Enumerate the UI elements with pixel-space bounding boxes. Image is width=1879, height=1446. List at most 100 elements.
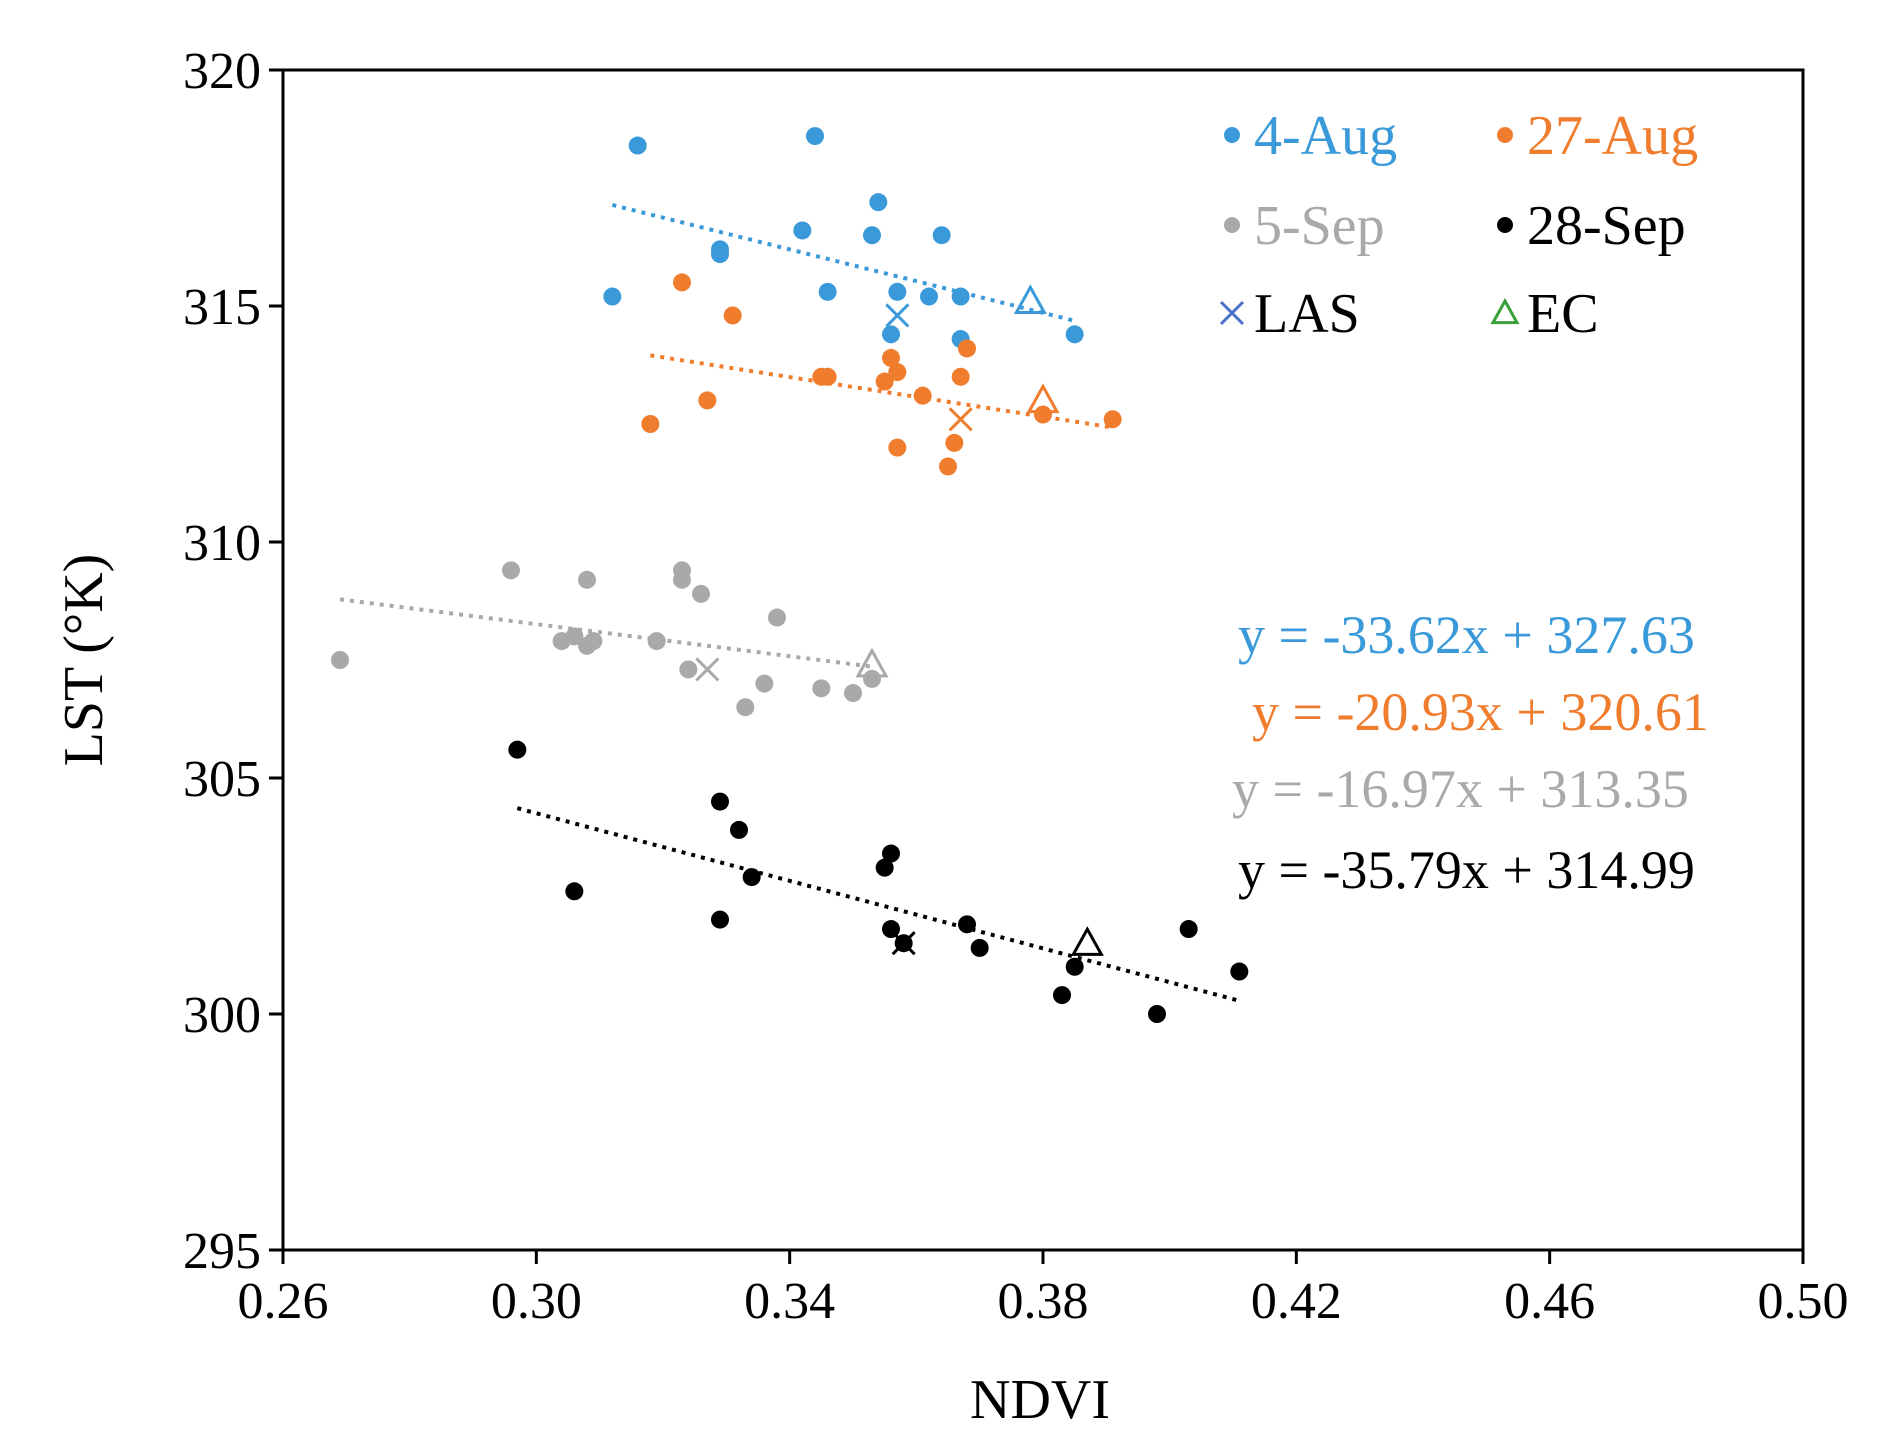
point-27-Aug bbox=[913, 386, 932, 405]
point-27-Aug bbox=[951, 367, 970, 386]
trendline-4-Aug bbox=[611, 203, 1076, 323]
point-4-Aug bbox=[793, 221, 812, 240]
y-axis-title: LST (°K) bbox=[53, 554, 115, 767]
x-tick-label: 0.42 bbox=[1251, 1273, 1342, 1330]
point-28-Sep bbox=[1065, 957, 1084, 976]
equation-label: y = -35.79x + 314.99 bbox=[1238, 840, 1695, 900]
legend-marker-4-Aug bbox=[1224, 127, 1240, 143]
ec-marker-28-Sep bbox=[1070, 926, 1104, 956]
point-28-Sep bbox=[730, 820, 748, 839]
x-axis-title: NDVI bbox=[970, 1369, 1110, 1431]
ec-marker-4-Aug bbox=[1013, 284, 1047, 314]
y-tick-label: 320 bbox=[183, 43, 261, 100]
point-27-Aug bbox=[888, 438, 907, 457]
point-27-Aug bbox=[882, 348, 900, 367]
y-axis: 295 300 305 310 315 320 bbox=[183, 43, 283, 1280]
point-28-Sep bbox=[711, 910, 729, 929]
trendline-5-Sep bbox=[339, 597, 873, 669]
point-5-Sep bbox=[692, 584, 710, 603]
point-28-Sep bbox=[1053, 986, 1071, 1005]
point-28-Sep bbox=[1148, 1005, 1166, 1023]
x-axis: 0.26 0.30 0.34 0.38 0.42 0.46 0.50 bbox=[238, 1250, 1849, 1330]
point-28-Sep bbox=[882, 844, 900, 863]
point-28-Sep bbox=[958, 915, 976, 934]
legend-label: 4-Aug bbox=[1254, 105, 1397, 167]
point-5-Sep bbox=[502, 561, 520, 580]
point-5-Sep bbox=[736, 698, 755, 717]
point-27-Aug bbox=[939, 457, 957, 476]
legend-label: EC bbox=[1527, 283, 1599, 345]
point-5-Sep bbox=[768, 608, 786, 627]
point-4-Aug bbox=[711, 245, 729, 264]
las-marker-5-Sep bbox=[695, 657, 720, 682]
las-marker-27-Aug bbox=[948, 407, 973, 432]
point-4-Aug bbox=[951, 287, 970, 306]
point-4-Aug bbox=[882, 325, 900, 344]
point-5-Sep bbox=[578, 570, 596, 589]
point-28-Sep bbox=[565, 882, 584, 901]
legend-marker-28-Sep bbox=[1497, 217, 1513, 233]
x-tick-label: 0.38 bbox=[998, 1273, 1089, 1330]
trend-equations: y = -33.62x + 327.63 y = -20.93x + 320.61… bbox=[1232, 605, 1709, 900]
x-tick-label: 0.30 bbox=[491, 1273, 582, 1330]
x-tick-label: 0.26 bbox=[238, 1273, 329, 1330]
point-4-Aug bbox=[888, 282, 907, 301]
point-27-Aug bbox=[818, 367, 837, 386]
point-4-Aug bbox=[920, 287, 938, 306]
point-4-Aug bbox=[863, 226, 881, 245]
point-28-Sep bbox=[1179, 920, 1198, 939]
point-27-Aug bbox=[945, 433, 964, 452]
point-27-Aug bbox=[673, 273, 691, 292]
las-marker-4-Aug bbox=[885, 303, 910, 328]
point-5-Sep bbox=[755, 674, 774, 693]
equation-label: y = -33.62x + 327.63 bbox=[1238, 605, 1695, 665]
point-28-Sep bbox=[711, 792, 729, 811]
y-tick-label: 295 bbox=[183, 1223, 261, 1280]
point-27-Aug bbox=[1103, 410, 1122, 429]
trendlines bbox=[339, 203, 1240, 1003]
point-28-Sep bbox=[1230, 962, 1249, 981]
point-27-Aug bbox=[723, 306, 742, 325]
point-5-Sep bbox=[331, 651, 349, 669]
point-27-Aug bbox=[888, 363, 907, 382]
legend-marker-LAS bbox=[1219, 300, 1245, 326]
x-tick-label: 0.46 bbox=[1504, 1273, 1595, 1330]
point-27-Aug bbox=[875, 372, 894, 391]
point-5-Sep bbox=[812, 679, 831, 698]
las-marker-28-Sep bbox=[891, 931, 916, 956]
point-27-Aug bbox=[1034, 405, 1052, 424]
point-5-Sep bbox=[863, 669, 881, 688]
point-5-Sep bbox=[565, 627, 584, 646]
ec-marker-5-Sep bbox=[855, 647, 889, 678]
point-5-Sep bbox=[673, 570, 691, 589]
trendline-27-Aug bbox=[650, 353, 1113, 430]
point-28-Sep bbox=[742, 868, 761, 887]
point-28-Sep bbox=[875, 858, 894, 877]
x-tick-label: 0.34 bbox=[744, 1273, 835, 1330]
point-4-Aug bbox=[603, 287, 622, 306]
legend-label: 5-Sep bbox=[1254, 195, 1385, 257]
legend-label: 27-Aug bbox=[1527, 105, 1698, 167]
point-5-Sep bbox=[844, 684, 862, 703]
point-27-Aug bbox=[641, 415, 660, 433]
data-points bbox=[331, 127, 1249, 1023]
point-28-Sep bbox=[508, 740, 527, 759]
trendline-28-Sep bbox=[516, 806, 1240, 1003]
point-4-Aug bbox=[932, 226, 951, 245]
point-5-Sep bbox=[647, 632, 666, 651]
point-28-Sep bbox=[970, 938, 989, 957]
point-4-Aug bbox=[1065, 325, 1084, 344]
y-tick-label: 310 bbox=[183, 515, 261, 572]
equation-label: y = -16.97x + 313.35 bbox=[1232, 759, 1689, 819]
point-5-Sep bbox=[679, 660, 698, 679]
legend-label: 28-Sep bbox=[1527, 195, 1686, 257]
point-5-Sep bbox=[584, 632, 603, 651]
point-4-Aug bbox=[869, 193, 888, 212]
point-27-Aug bbox=[698, 391, 717, 410]
legend: 4-Aug 27-Aug 5-Sep 28-Sep LAS EC bbox=[1219, 105, 1698, 345]
legend-marker-EC bbox=[1490, 297, 1520, 325]
ec-marker-27-Aug bbox=[1026, 383, 1060, 414]
x-tick-label: 0.50 bbox=[1758, 1273, 1849, 1330]
y-tick-label: 300 bbox=[183, 987, 261, 1044]
